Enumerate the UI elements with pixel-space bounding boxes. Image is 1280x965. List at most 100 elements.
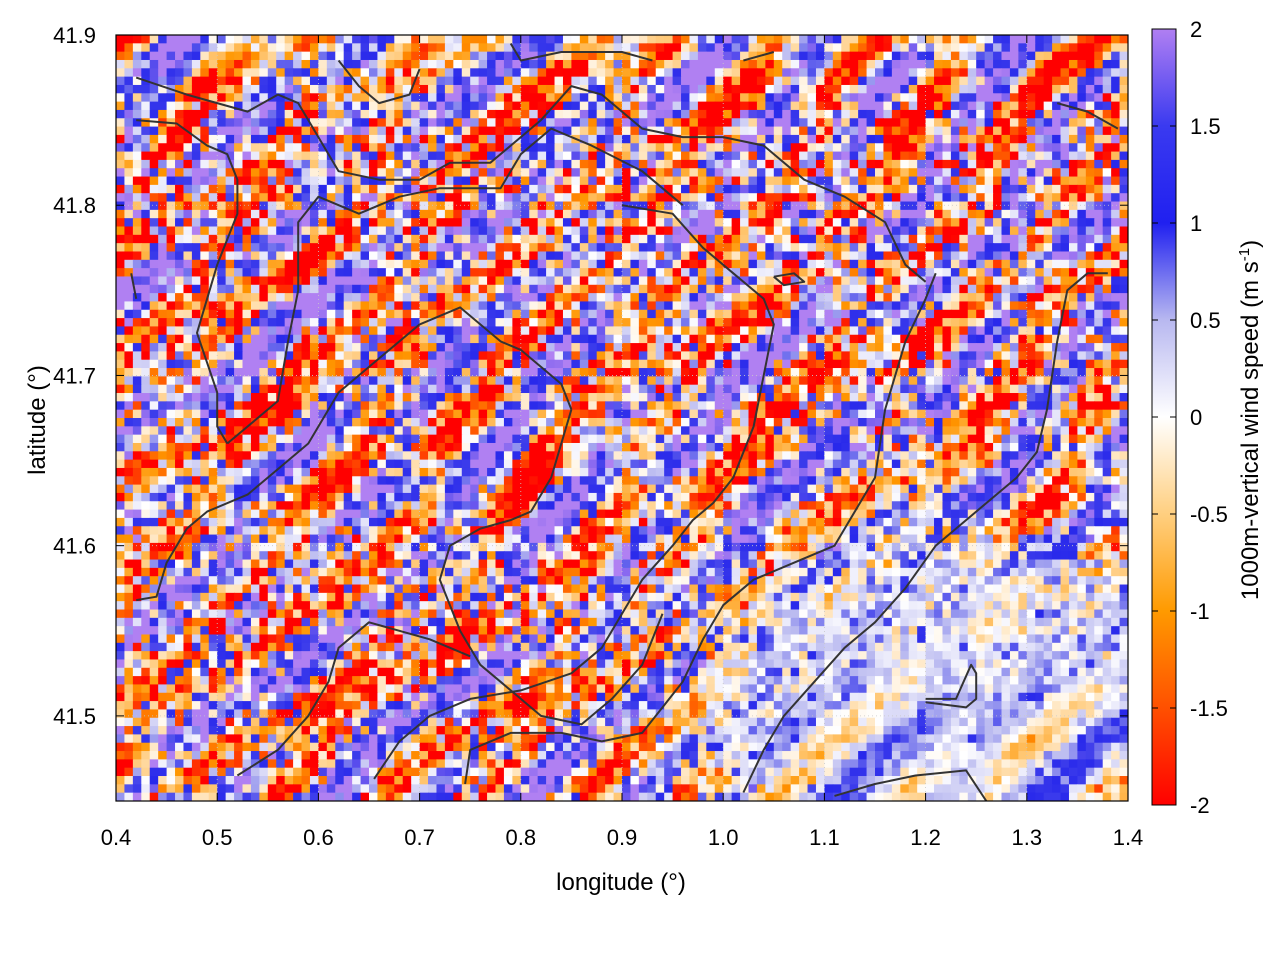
heatmap-cell [444, 376, 454, 386]
heatmap-cell [672, 76, 682, 86]
heatmap-cell [832, 76, 842, 86]
heatmap-cell [444, 35, 454, 44]
heatmap-cell [116, 109, 126, 119]
heatmap-cell [1043, 293, 1053, 303]
heatmap-cell [360, 193, 370, 203]
heatmap-cell [225, 259, 235, 269]
heatmap-cell [495, 109, 505, 119]
heatmap-cell [352, 159, 362, 169]
heatmap-cell [942, 101, 952, 111]
heatmap-cell [234, 59, 244, 69]
heatmap-cell [799, 126, 809, 136]
heatmap-cell [318, 276, 328, 286]
heatmap-cell [132, 159, 142, 169]
heatmap-cell [402, 51, 412, 61]
heatmap-cell [1035, 243, 1045, 253]
heatmap-cell [267, 309, 277, 319]
heatmap-cell [149, 259, 159, 269]
heatmap-cell [1119, 134, 1128, 144]
heatmap-cell [790, 334, 800, 344]
heatmap-cell [1102, 51, 1112, 61]
heatmap-cell [385, 343, 395, 352]
heatmap-cell [250, 68, 260, 78]
heatmap-cell [908, 284, 918, 294]
heatmap-cell [866, 218, 876, 228]
heatmap-cell [554, 334, 564, 344]
heatmap-cell [824, 334, 834, 344]
heatmap-cell [748, 351, 758, 361]
heatmap-cell [1119, 193, 1128, 203]
heatmap-cell [681, 184, 691, 194]
heatmap-cell [782, 268, 792, 278]
heatmap-cell [773, 343, 783, 352]
heatmap-cell [1085, 193, 1095, 203]
heatmap-cell [1035, 259, 1045, 269]
heatmap-cell [773, 43, 783, 53]
heatmap-cell [360, 59, 370, 69]
heatmap-cell [605, 201, 615, 211]
heatmap-cell [225, 326, 235, 336]
heatmap-cell [141, 35, 151, 44]
heatmap-cell [326, 168, 336, 178]
heatmap-cell [554, 226, 564, 236]
heatmap-cell [647, 318, 657, 328]
heatmap-cell [369, 43, 379, 53]
heatmap-cell [1094, 334, 1104, 344]
heatmap-cell [756, 176, 766, 186]
heatmap-cell [1060, 201, 1070, 211]
heatmap-cell [1052, 109, 1062, 119]
heatmap-cell [284, 51, 294, 61]
heatmap-cell [453, 43, 463, 53]
heatmap-cell [672, 343, 682, 352]
heatmap-cell [242, 268, 252, 278]
heatmap-cell [756, 109, 766, 119]
heatmap-cell [343, 276, 353, 286]
heatmap-cell [1077, 176, 1087, 186]
heatmap-cell [276, 218, 286, 228]
heatmap-cell [740, 193, 750, 203]
heatmap-cell [1026, 134, 1036, 144]
heatmap-cell [824, 159, 834, 169]
heatmap-cell [132, 43, 142, 53]
heatmap-cell [647, 243, 657, 253]
heatmap-cell [605, 35, 615, 44]
heatmap-cell [1018, 51, 1028, 61]
heatmap-cell [588, 218, 598, 228]
heatmap-cell [681, 151, 691, 161]
heatmap-cell [773, 76, 783, 86]
heatmap-cell [1068, 276, 1078, 286]
heatmap-cell [664, 309, 674, 319]
heatmap-cell [554, 151, 564, 161]
heatmap-cell [638, 293, 648, 303]
heatmap-cell [748, 243, 758, 253]
heatmap-cell [562, 101, 572, 111]
heatmap-cell [293, 143, 303, 153]
heatmap-cell [242, 259, 252, 269]
heatmap-cell [352, 326, 362, 336]
heatmap-cell [234, 343, 244, 352]
heatmap-cell [495, 159, 505, 169]
heatmap-cell [352, 293, 362, 303]
heatmap-cell [1094, 251, 1104, 261]
heatmap-cell [343, 134, 353, 144]
heatmap-cell [883, 226, 893, 236]
heatmap-cell [950, 318, 960, 328]
heatmap-cell [740, 243, 750, 253]
heatmap-cell [1043, 209, 1053, 219]
heatmap-cell [309, 118, 319, 128]
heatmap-cell [950, 201, 960, 211]
heatmap-cell [883, 143, 893, 153]
heatmap-cell [191, 218, 201, 228]
heatmap-cell [495, 268, 505, 278]
heatmap-cell [849, 359, 859, 369]
heatmap-cell [1009, 326, 1019, 336]
heatmap-cell [782, 284, 792, 294]
heatmap-cell [326, 159, 336, 169]
heatmap-cell [1018, 351, 1028, 361]
heatmap-cell [385, 351, 395, 361]
heatmap-cell [116, 59, 126, 69]
heatmap-cell [976, 334, 986, 344]
heatmap-cell [993, 84, 1003, 94]
heatmap-cell [934, 218, 944, 228]
heatmap-cell [1094, 176, 1104, 186]
